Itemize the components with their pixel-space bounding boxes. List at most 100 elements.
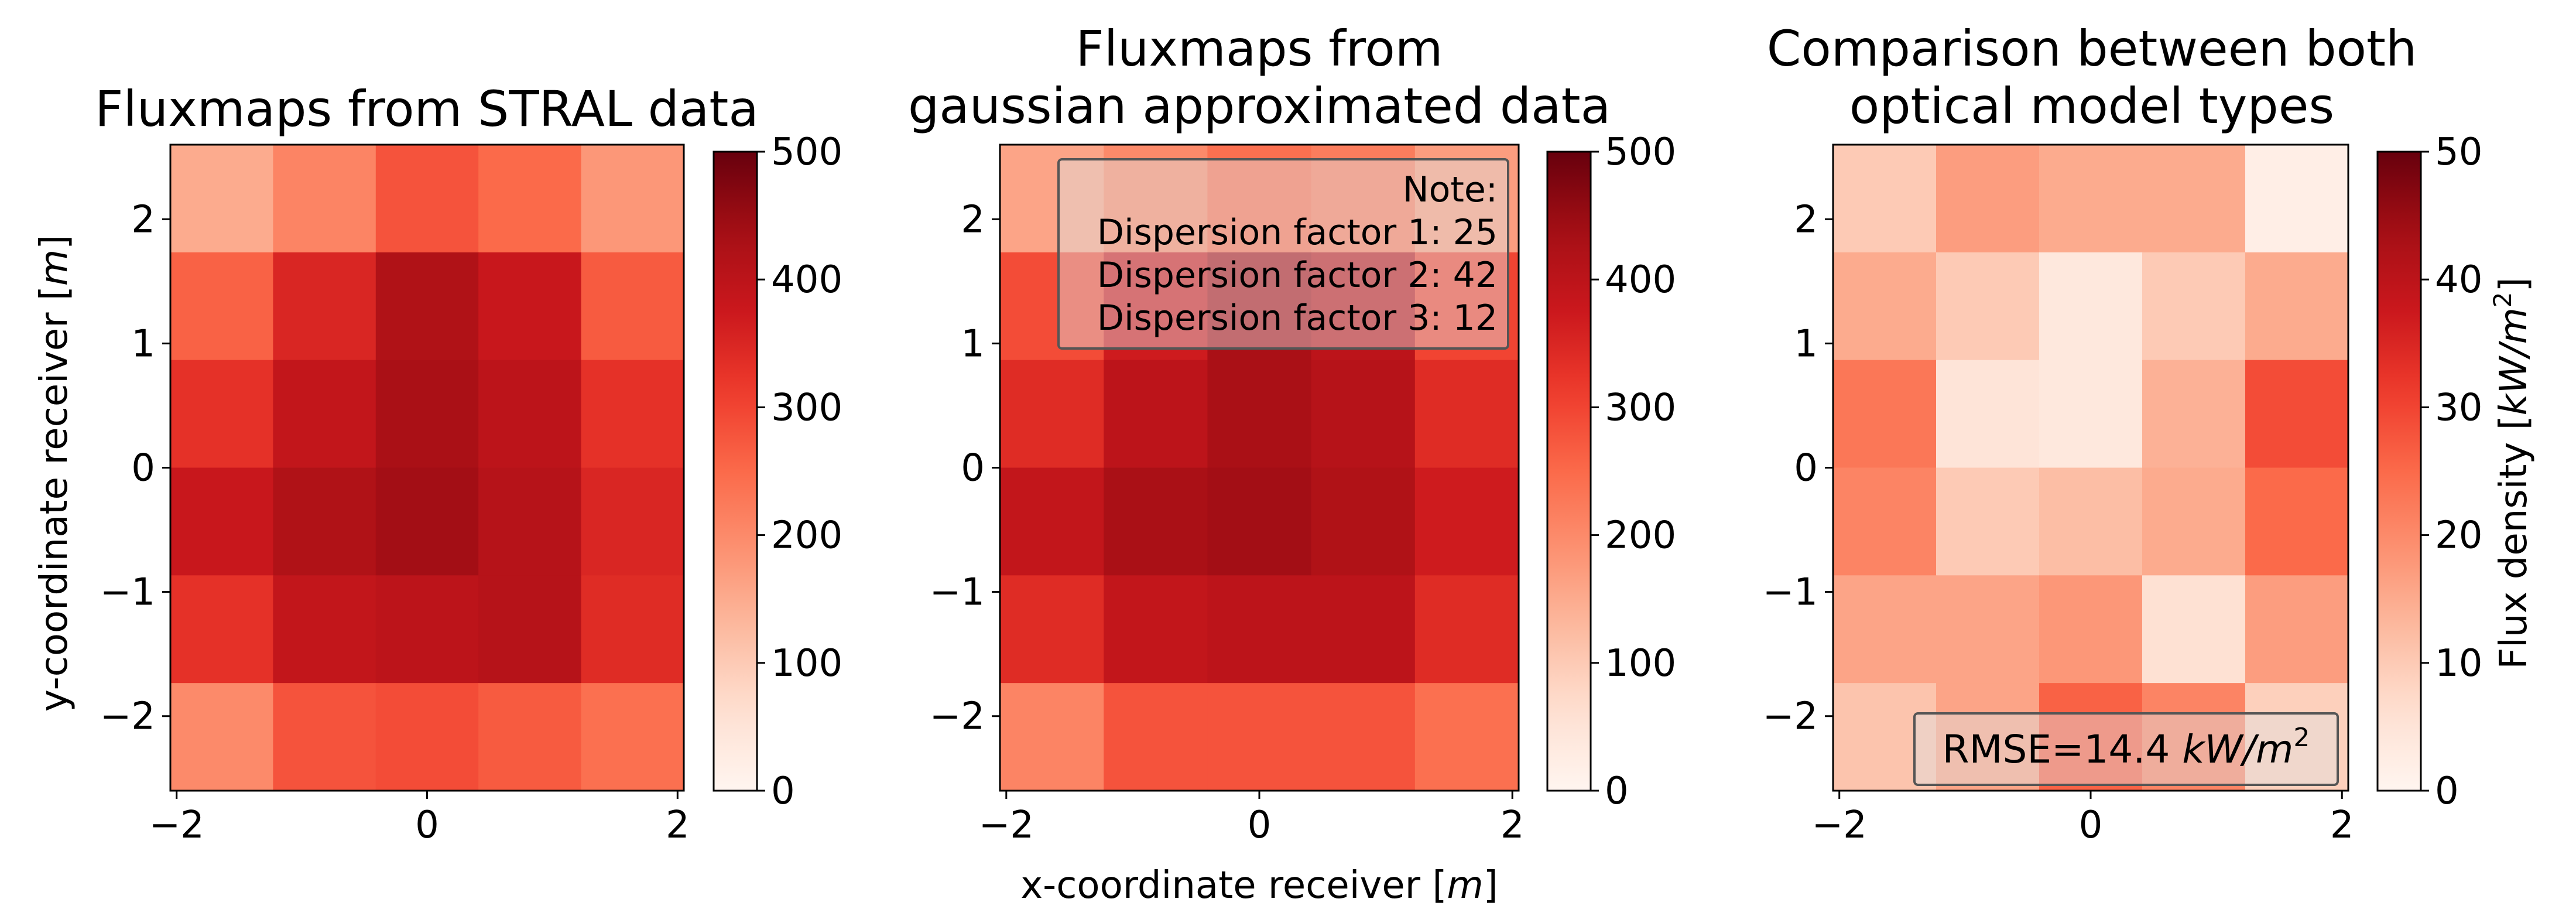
heatmap-cell [375, 683, 479, 791]
heatmap-cell [2245, 683, 2349, 791]
y-tick-label: 2 [961, 198, 985, 241]
heatmap-cell [170, 145, 274, 253]
heatmap-cell [1936, 467, 2040, 576]
chart-title: Fluxmaps from STRAL data [95, 80, 759, 138]
heatmap-cell [1104, 683, 1208, 791]
heatmap-cell [478, 252, 582, 361]
y-tick-label: −2 [1763, 695, 1818, 739]
heatmap-cell [2039, 360, 2143, 469]
note-line: Note: [1403, 169, 1498, 210]
heatmap-cell [1311, 683, 1416, 791]
heatmap-cell [478, 467, 582, 576]
heatmap-cell [1936, 360, 2040, 469]
x-tick-label: 2 [2330, 804, 2354, 847]
heatmap-cell [1311, 145, 1416, 253]
heatmap-cell [1833, 683, 1937, 791]
heatmap-cell [478, 575, 582, 684]
colorbar [2376, 151, 2422, 792]
heatmap-cell [1207, 575, 1312, 684]
heatmap-cell [170, 252, 274, 361]
chart-title: Fluxmaps from [1075, 20, 1443, 77]
heatmap-cell [2039, 575, 2143, 684]
heatmap-cell [1936, 252, 2040, 361]
heatmap-cell [170, 467, 274, 576]
heatmap-cell [2245, 145, 2349, 253]
heatmap-cell [581, 145, 684, 253]
heatmap-cell [2245, 252, 2349, 361]
heatmap-cell [581, 360, 684, 469]
x-axis-label: x-coordinate receiver [m] [1020, 864, 1498, 907]
heatmap-cell [1414, 683, 1519, 791]
heatmap-cell [1414, 145, 1519, 253]
heatmap-cell [1000, 145, 1104, 253]
heatmap-cell [1207, 360, 1312, 469]
chart-title: optical model types [1849, 77, 2334, 135]
heatmap-cell [2039, 145, 2143, 253]
x-tick-label: 2 [666, 804, 690, 847]
heatmap-cell [581, 575, 684, 684]
heatmap-cells [1833, 145, 2349, 791]
heatmap-cell [1104, 252, 1208, 361]
x-tick-label: 0 [1248, 804, 1272, 847]
y-tick-label: −1 [930, 571, 985, 614]
heatmap-cell [273, 467, 376, 576]
heatmap-cell [2142, 683, 2246, 791]
heatmap-cell [2039, 252, 2143, 361]
heatmap-cell [1414, 252, 1519, 361]
colorbar-tick-label: 0 [771, 770, 795, 813]
heatmap-cell [375, 575, 479, 684]
heatmap-cell [1833, 467, 1937, 576]
heatmap-cell [1414, 467, 1519, 576]
heatmap-cells [1000, 145, 1519, 791]
rmse-label: RMSE=14.4 kW/m2 [1943, 723, 2310, 772]
heatmap-cell [581, 683, 684, 791]
colorbar-tick-label: 200 [1605, 514, 1676, 558]
colorbar-label: Flux density [kW/m2] [2488, 277, 2536, 669]
heatmap-cell [2142, 467, 2246, 576]
colorbar-tick-label: 100 [1605, 642, 1676, 685]
y-tick-label: 2 [1794, 198, 1818, 241]
heatmap-cell [1414, 575, 1519, 684]
heatmap-cell [2142, 360, 2246, 469]
heatmap-cell [375, 467, 479, 576]
heatmap-cell [1207, 252, 1312, 361]
heatmap-cell [2142, 145, 2246, 253]
x-tick-label: −2 [149, 804, 204, 847]
heatmap-cell [1311, 360, 1416, 469]
heatmap-cell [478, 683, 582, 791]
colorbar-tick-label: 0 [2435, 770, 2459, 813]
heatmap-cell [273, 252, 376, 361]
colorbar-tick-label: 500 [771, 131, 842, 174]
heatmap-cell [2245, 575, 2349, 684]
heatmap-cell [1104, 360, 1208, 469]
heatmap-cell [1833, 360, 1937, 469]
x-tick-label: −2 [979, 804, 1034, 847]
colorbar-tick-label: 40 [2435, 258, 2482, 302]
y-axis-label: y-coordinate receiver [m] [33, 235, 76, 712]
heatmap-cell [375, 252, 479, 361]
colorbar-tick-label: 50 [2435, 131, 2482, 174]
heatmap-cell [1207, 467, 1312, 576]
chart-title: gaussian approximated data [908, 77, 1611, 135]
y-tick-label: −2 [100, 695, 155, 739]
heatmap-cell [1414, 360, 1519, 469]
heatmap-cell [273, 575, 376, 684]
x-tick-label: −2 [1812, 804, 1867, 847]
heatmap-cell [1207, 683, 1312, 791]
colorbar-tick-label: 10 [2435, 642, 2482, 685]
heatmap-cell [170, 683, 274, 791]
heatmap-cell [1833, 252, 1937, 361]
heatmap-cell [1311, 467, 1416, 576]
heatmap-cells [170, 145, 684, 791]
heatmap-cell [1000, 467, 1104, 576]
y-tick-label: 2 [131, 198, 155, 241]
x-tick-label: 0 [2079, 804, 2103, 847]
heatmap-cell [375, 360, 479, 469]
y-tick-label: −1 [1763, 571, 1818, 614]
heatmap-cell [1833, 575, 1937, 684]
heatmap-cell [2142, 252, 2246, 361]
heatmap-cell [170, 575, 274, 684]
heatmap-cell [1000, 360, 1104, 469]
x-tick-label: 2 [1501, 804, 1525, 847]
heatmap-cell [1104, 575, 1208, 684]
